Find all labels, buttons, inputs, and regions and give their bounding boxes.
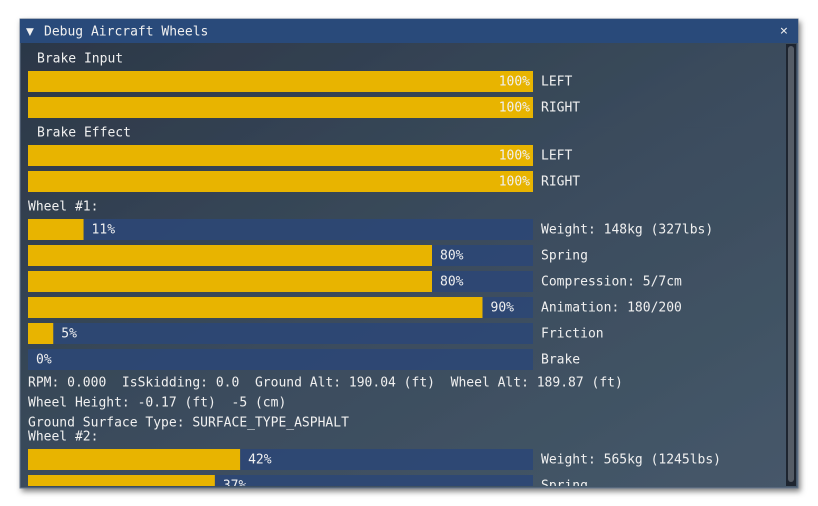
section-heading: Brake Effect (37, 126, 131, 141)
content: Brake Input 100% LEFT 100% RIGHT Brake Effect… (28, 52, 721, 494)
info-line: Ground Surface Type: SURFACE_TYPE_ASPHAL… (28, 416, 349, 431)
progress-label: 100% (499, 149, 530, 164)
info-line: RPM: 0.000 IsSkidding: 0.0 Ground Alt: 1… (28, 376, 623, 391)
row-label: Friction (541, 327, 604, 342)
progress-fill (28, 219, 84, 240)
close-button[interactable]: ✕ (780, 24, 788, 39)
row-label: LEFT (541, 75, 572, 90)
progress-track (28, 323, 533, 344)
progress-fill (28, 245, 432, 266)
progress-track (28, 219, 533, 240)
progress-fill (28, 475, 215, 486)
progress-label: 90% (491, 301, 515, 316)
section-heading: Brake Input (37, 52, 123, 67)
row-label: RIGHT (541, 175, 580, 190)
progress-fill (28, 449, 241, 470)
row-label: Brake (541, 353, 580, 368)
info-line: Wheel Height: -0.17 (ft) -5 (cm) (28, 396, 286, 411)
collapse-arrow[interactable]: ▼ (26, 25, 34, 40)
row-label: Spring (541, 249, 588, 264)
row-label: Spring (541, 479, 588, 494)
progress-track (28, 349, 533, 370)
row-label: Animation: 180/200 (541, 301, 682, 316)
progress-label: 100% (499, 75, 530, 90)
row-label: RIGHT (541, 101, 580, 116)
progress-label: 42% (248, 453, 272, 468)
progress-fill (28, 71, 533, 92)
title-bar[interactable] (20, 19, 798, 43)
row-label: Compression: 5/7cm (541, 275, 682, 290)
progress-label: 100% (499, 175, 530, 190)
progress-fill (28, 323, 54, 344)
row-label: LEFT (541, 149, 572, 164)
progress-track (28, 475, 533, 486)
window: ▼ Debug Aircraft Wheels ✕ Brake Input 100… (19, 18, 799, 494)
progress-label: 37% (223, 479, 247, 494)
window-title: Debug Aircraft Wheels (44, 25, 208, 40)
progress-label: 5% (61, 327, 77, 342)
progress-label: 0% (36, 353, 52, 368)
progress-fill (28, 297, 483, 318)
progress-fill (28, 171, 533, 192)
progress-fill (28, 271, 432, 292)
row-label: Weight: 148kg (327lbs) (541, 223, 713, 238)
scrollbar-thumb[interactable] (788, 46, 794, 482)
row-label: Weight: 565kg (1245lbs) (541, 453, 721, 468)
section-heading: Wheel #2: (28, 430, 98, 445)
progress-fill (28, 97, 533, 118)
progress-label: 80% (440, 249, 464, 264)
progress-fill (28, 145, 533, 166)
section-heading: Wheel #1: (28, 200, 98, 215)
progress-label: 100% (499, 101, 530, 116)
progress-label: 80% (440, 275, 464, 290)
progress-label: 11% (92, 223, 116, 238)
